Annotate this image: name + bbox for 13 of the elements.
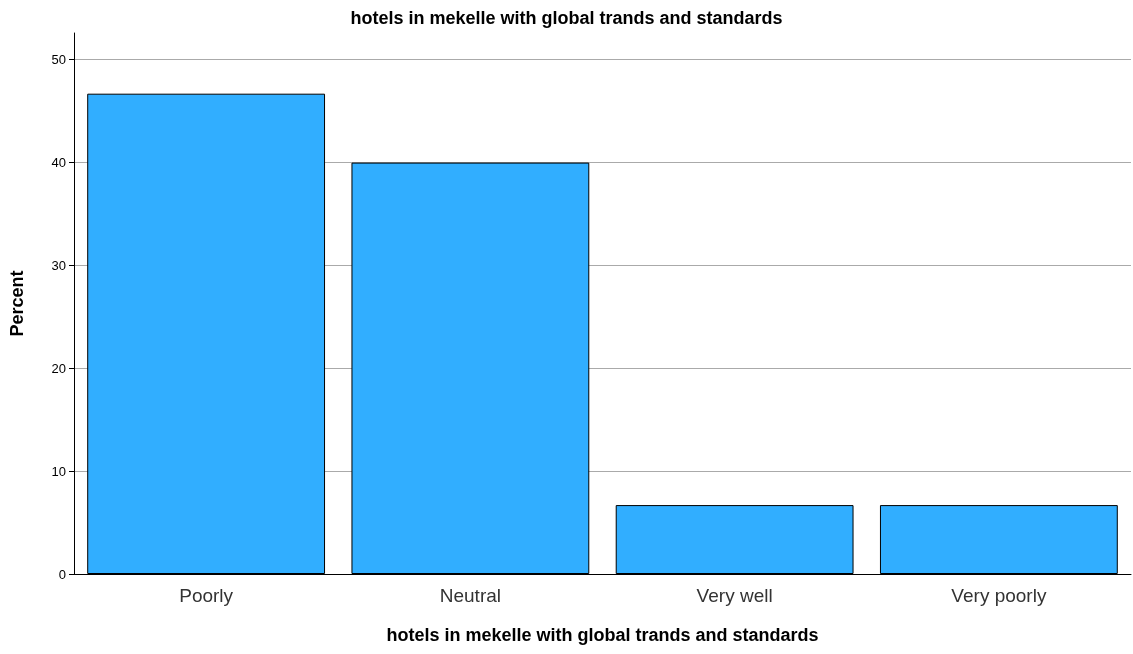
y-tick-label: 30 <box>51 257 66 273</box>
y-tick-label: 0 <box>58 566 66 582</box>
x-axis-title: hotels in mekelle with global trands and standards <box>386 625 819 645</box>
chart-title: hotels in mekelle with global trands and standards <box>350 8 783 28</box>
x-tick-label: Very well <box>696 585 773 606</box>
x-tick-label: Neutral <box>439 585 501 606</box>
x-tick-label: Very poorly <box>951 585 1047 606</box>
x-tick-label: Poorly <box>179 585 234 606</box>
y-axis-title: Percent <box>7 270 27 337</box>
y-tick-label: 40 <box>51 155 66 171</box>
y-tick-label: 50 <box>51 52 66 68</box>
y-tick-label: 10 <box>51 463 66 479</box>
y-tick-label: 20 <box>51 360 66 376</box>
